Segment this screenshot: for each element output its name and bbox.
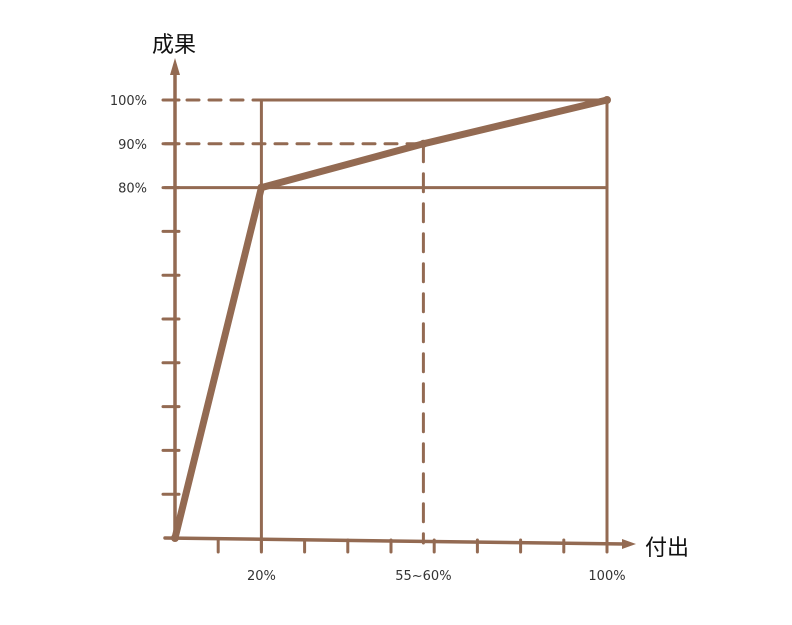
data-point xyxy=(257,183,266,192)
x-axis-arrow xyxy=(622,539,636,549)
x-tick-label: 100% xyxy=(588,569,625,584)
y-axis-arrow xyxy=(170,58,180,75)
y-axis-label: 成果 xyxy=(152,33,196,58)
x-axis-label: 付出 xyxy=(645,536,689,561)
pareto-curve xyxy=(171,96,611,542)
x-tick-label: 20% xyxy=(247,569,276,584)
x-tick-label: 55~60% xyxy=(395,569,451,584)
y-tick-label: 80% xyxy=(118,182,147,197)
data-point xyxy=(419,139,428,148)
y-tick-label: 90% xyxy=(118,138,147,153)
data-point xyxy=(603,96,611,104)
y-tick-label: 100% xyxy=(110,94,147,109)
x-axis xyxy=(163,536,627,546)
data-point xyxy=(171,534,179,542)
